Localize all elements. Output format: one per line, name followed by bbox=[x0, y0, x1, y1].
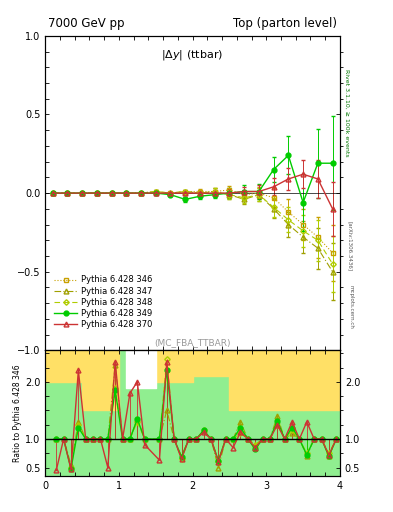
Text: Top (parton level): Top (parton level) bbox=[233, 16, 337, 30]
Text: (MC_FBA_TTBAR): (MC_FBA_TTBAR) bbox=[154, 338, 231, 347]
Text: 7000 GeV pp: 7000 GeV pp bbox=[48, 16, 125, 30]
Text: $|\Delta y|$ (ttbar): $|\Delta y|$ (ttbar) bbox=[162, 49, 224, 62]
Y-axis label: Ratio to Pythia 6.428 346: Ratio to Pythia 6.428 346 bbox=[13, 365, 22, 462]
Text: mcplots.cern.ch: mcplots.cern.ch bbox=[349, 285, 354, 329]
Text: [arXiv:1306.3436]: [arXiv:1306.3436] bbox=[347, 221, 352, 271]
Legend: Pythia 6.428 346, Pythia 6.428 347, Pythia 6.428 348, Pythia 6.428 349, Pythia 6: Pythia 6.428 346, Pythia 6.428 347, Pyth… bbox=[52, 274, 154, 330]
Text: Rivet 3.1.10, ≥ 100k events: Rivet 3.1.10, ≥ 100k events bbox=[344, 69, 349, 157]
